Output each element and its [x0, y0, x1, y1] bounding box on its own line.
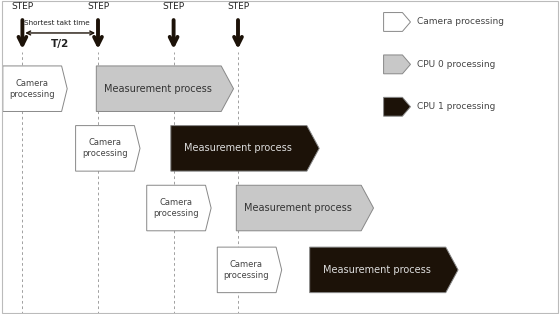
Text: Camera
processing: Camera processing	[223, 260, 269, 280]
Text: CPU 1 processing: CPU 1 processing	[417, 102, 496, 111]
Polygon shape	[171, 126, 319, 171]
Text: Camera
processing: Camera processing	[9, 78, 54, 99]
Polygon shape	[310, 247, 458, 293]
Polygon shape	[76, 126, 140, 171]
Text: Measurement process: Measurement process	[323, 265, 431, 275]
Text: Measurement process: Measurement process	[184, 143, 292, 153]
Polygon shape	[147, 185, 211, 231]
Polygon shape	[384, 97, 410, 116]
Polygon shape	[96, 66, 234, 111]
Polygon shape	[384, 55, 410, 74]
Text: Camera processing: Camera processing	[417, 18, 504, 26]
Polygon shape	[3, 66, 67, 111]
Text: Measurement process: Measurement process	[244, 203, 352, 213]
Polygon shape	[384, 13, 410, 31]
Text: Camera
processing: Camera processing	[153, 198, 198, 218]
Text: CPU 0 processing: CPU 0 processing	[417, 60, 496, 69]
Text: STEP: STEP	[162, 2, 185, 11]
Text: Shortest takt time: Shortest takt time	[24, 20, 90, 26]
Text: STEP: STEP	[11, 2, 34, 11]
Text: STEP: STEP	[227, 2, 249, 11]
Text: Measurement process: Measurement process	[104, 84, 212, 94]
Text: T/2: T/2	[51, 39, 69, 49]
Text: Camera
processing: Camera processing	[82, 138, 127, 159]
Polygon shape	[217, 247, 282, 293]
Polygon shape	[236, 185, 374, 231]
Text: STEP: STEP	[87, 2, 109, 11]
